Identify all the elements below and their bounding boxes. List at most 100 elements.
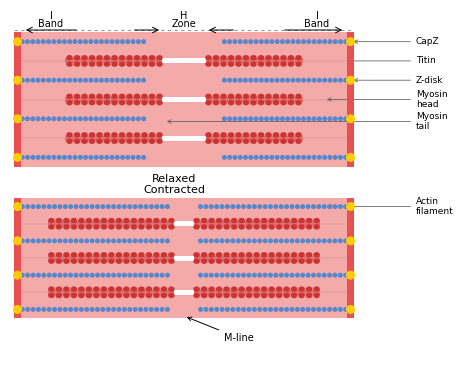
Circle shape xyxy=(237,155,243,160)
Ellipse shape xyxy=(258,61,264,67)
Ellipse shape xyxy=(280,55,287,60)
Circle shape xyxy=(322,273,327,278)
Circle shape xyxy=(165,307,170,312)
Circle shape xyxy=(222,155,227,160)
Circle shape xyxy=(301,116,306,121)
Circle shape xyxy=(203,273,209,278)
Circle shape xyxy=(264,116,269,121)
Circle shape xyxy=(225,238,230,243)
Ellipse shape xyxy=(93,258,100,264)
Ellipse shape xyxy=(298,286,305,292)
Circle shape xyxy=(104,39,109,44)
Circle shape xyxy=(20,238,25,243)
Ellipse shape xyxy=(123,293,130,298)
Ellipse shape xyxy=(265,139,272,144)
Ellipse shape xyxy=(104,132,110,138)
Ellipse shape xyxy=(63,218,70,223)
Circle shape xyxy=(78,78,83,83)
Ellipse shape xyxy=(86,286,92,292)
Circle shape xyxy=(41,273,46,278)
Circle shape xyxy=(88,116,93,121)
Circle shape xyxy=(125,116,130,121)
Circle shape xyxy=(338,155,343,160)
Ellipse shape xyxy=(291,218,297,223)
Ellipse shape xyxy=(126,100,133,105)
Ellipse shape xyxy=(111,94,118,99)
Circle shape xyxy=(138,273,143,278)
Circle shape xyxy=(295,307,300,312)
Ellipse shape xyxy=(118,94,125,99)
Circle shape xyxy=(246,307,251,312)
Circle shape xyxy=(122,307,127,312)
Ellipse shape xyxy=(131,286,137,292)
Ellipse shape xyxy=(306,252,312,258)
Ellipse shape xyxy=(216,293,222,298)
Circle shape xyxy=(285,78,290,83)
Ellipse shape xyxy=(231,293,237,298)
Circle shape xyxy=(41,204,46,209)
Ellipse shape xyxy=(288,61,294,67)
Ellipse shape xyxy=(111,132,118,138)
Ellipse shape xyxy=(153,252,160,258)
Circle shape xyxy=(327,238,332,243)
Circle shape xyxy=(306,273,310,278)
Circle shape xyxy=(316,307,321,312)
Ellipse shape xyxy=(134,139,140,144)
Circle shape xyxy=(198,273,203,278)
Circle shape xyxy=(280,39,285,44)
Circle shape xyxy=(95,273,100,278)
Ellipse shape xyxy=(78,252,85,258)
Circle shape xyxy=(73,78,78,83)
Ellipse shape xyxy=(73,139,80,144)
Ellipse shape xyxy=(273,139,279,144)
Ellipse shape xyxy=(123,286,130,292)
Circle shape xyxy=(106,307,111,312)
Ellipse shape xyxy=(73,132,80,138)
Circle shape xyxy=(14,115,21,123)
Ellipse shape xyxy=(276,218,283,223)
Ellipse shape xyxy=(126,94,133,99)
Ellipse shape xyxy=(193,293,200,298)
Circle shape xyxy=(57,238,63,243)
Circle shape xyxy=(154,273,159,278)
Circle shape xyxy=(269,155,274,160)
Ellipse shape xyxy=(261,286,267,292)
Ellipse shape xyxy=(235,139,242,144)
Circle shape xyxy=(284,307,289,312)
Ellipse shape xyxy=(265,94,272,99)
Circle shape xyxy=(100,238,105,243)
Circle shape xyxy=(20,39,25,44)
Circle shape xyxy=(290,204,294,209)
Circle shape xyxy=(73,155,78,160)
Circle shape xyxy=(78,39,83,44)
Bar xyxy=(162,135,206,141)
Ellipse shape xyxy=(261,224,267,229)
Circle shape xyxy=(306,116,311,121)
Circle shape xyxy=(333,155,337,160)
Ellipse shape xyxy=(213,55,219,60)
Circle shape xyxy=(232,155,237,160)
Ellipse shape xyxy=(141,139,148,144)
Circle shape xyxy=(295,204,300,209)
Circle shape xyxy=(36,39,41,44)
Ellipse shape xyxy=(276,286,283,292)
Circle shape xyxy=(209,204,214,209)
Circle shape xyxy=(68,204,73,209)
Circle shape xyxy=(20,273,25,278)
Ellipse shape xyxy=(89,139,95,144)
Ellipse shape xyxy=(205,94,212,99)
Circle shape xyxy=(106,273,111,278)
Circle shape xyxy=(311,116,317,121)
Circle shape xyxy=(263,307,268,312)
Circle shape xyxy=(263,273,268,278)
Circle shape xyxy=(52,204,57,209)
Circle shape xyxy=(338,307,343,312)
Circle shape xyxy=(106,204,111,209)
Ellipse shape xyxy=(220,100,227,105)
Circle shape xyxy=(160,307,164,312)
Circle shape xyxy=(128,307,132,312)
Ellipse shape xyxy=(288,139,294,144)
Ellipse shape xyxy=(149,55,155,60)
Circle shape xyxy=(219,273,225,278)
Ellipse shape xyxy=(161,258,167,264)
